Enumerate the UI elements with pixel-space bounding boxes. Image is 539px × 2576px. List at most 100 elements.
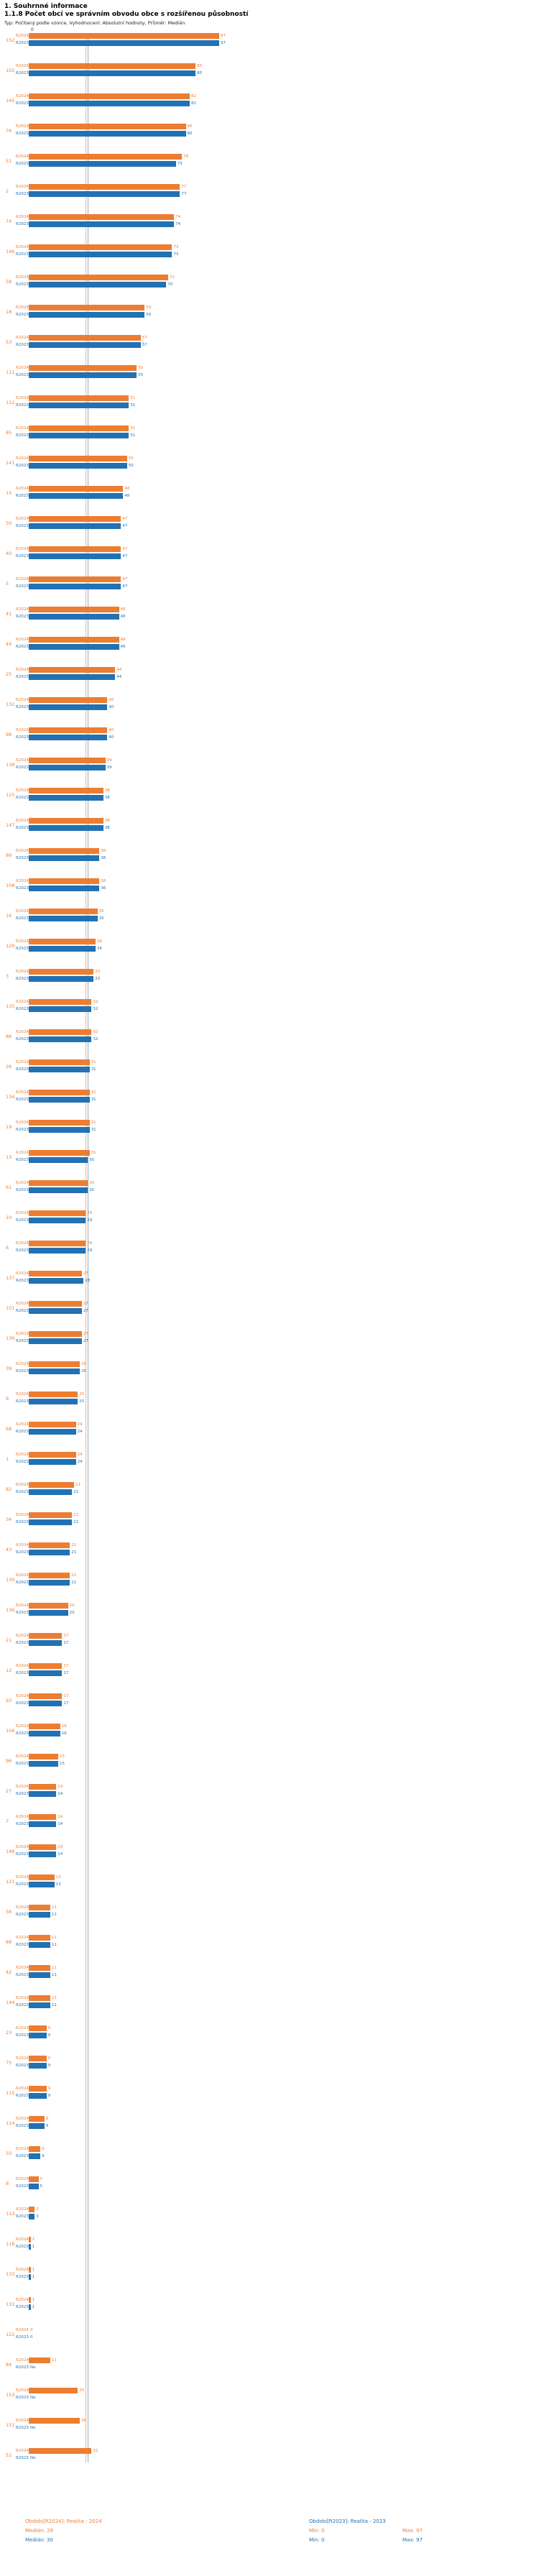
series-row-label-r2023: R2023	[16, 1036, 29, 1041]
series-row-label-r2024: R2024	[16, 2146, 29, 2151]
value-label-r2023: 22	[73, 1489, 79, 1494]
chart-group: 84 R2024 11 R2023 Ne	[0, 2358, 539, 2372]
bar-r2023	[29, 976, 94, 983]
bar-row-r2024: R2024 34	[16, 939, 102, 945]
bar-r2023	[29, 101, 190, 107]
bar-r2024	[29, 1271, 82, 1277]
value-label-r2023: 14	[57, 1791, 63, 1796]
bar-row-r2024: R2024 24	[16, 1452, 83, 1458]
value-label-r2024: 21	[71, 1542, 77, 1547]
bar-r2023	[29, 1580, 70, 1586]
series-row-label-r2024: R2024	[16, 999, 29, 1004]
chart-group: 138 R2024 39 R2023 39	[0, 758, 539, 772]
bar-row-r2023: R2023 70	[16, 282, 175, 288]
bar-r2023	[29, 372, 137, 379]
series-row-label-r2024: R2024	[16, 2358, 29, 2363]
bar-row-r2023: R2023 6	[16, 2153, 45, 2160]
bar-row-r2023: R2023 14	[16, 1791, 63, 1798]
category-label: 41	[6, 610, 12, 617]
chart-group: 135 R2024 32 R2023 32	[0, 999, 539, 1013]
series-row-label-r2023: R2023	[16, 1852, 29, 1857]
bar-row-r2024: R2024 40	[16, 697, 114, 704]
category-label: 113	[6, 2210, 15, 2217]
chart-meta-info: Typ: Počítaný podle vzorce, Vyhodnocení:…	[4, 19, 185, 26]
bar-r2024	[29, 1814, 57, 1821]
series-row-label-r2023: R2023	[16, 1761, 29, 1766]
value-label-r2023: 8	[45, 2123, 49, 2128]
bar-row-r2023: R2023 21	[16, 1550, 76, 1556]
value-label-r2023: 0	[30, 2334, 33, 2340]
value-label-r2024: 31	[91, 1150, 96, 1155]
series-row-label-r2024: R2024	[16, 1180, 29, 1185]
chart-group: 146 R2024 73 R2023 73	[0, 244, 539, 259]
bar-r2023	[29, 1942, 51, 1949]
series-row-label-r2023: R2023	[16, 2033, 29, 2038]
value-label-r2023: 50	[128, 463, 134, 468]
bar-r2023	[29, 674, 116, 681]
series-row-label-r2024: R2024	[16, 1814, 29, 1819]
series-row-label-r2023: R2023	[16, 946, 29, 951]
series-row-label-r2024: R2024	[16, 365, 29, 370]
bar-r2023	[29, 1308, 82, 1315]
bar-row-r2024: R2024 32	[16, 999, 98, 1006]
bar-r2023	[29, 70, 196, 77]
category-label: 9	[6, 1395, 9, 1402]
value-label-r2023: 17	[63, 1701, 69, 1706]
bar-row-r2023: R2023 1	[16, 2304, 34, 2311]
chart-group: 40 R2024 47 R2023 47	[0, 546, 539, 561]
bar-r2024	[29, 1935, 51, 1941]
value-label-r2023: 1	[32, 2304, 35, 2309]
chart-group: 134 R2024 31 R2023 31	[0, 1090, 539, 1104]
chart-group: 82 R2024 23 R2023 22	[0, 1482, 539, 1496]
category-label: 39	[6, 1365, 12, 1371]
series-row-label-r2024: R2024	[16, 1059, 29, 1064]
chart-group: 34 R2024 22 R2023 22	[0, 1512, 539, 1527]
series-row-label-r2024: R2024	[16, 275, 29, 280]
series-row-label-r2024: R2024	[16, 1090, 29, 1095]
bar-row-r2024: R2024 16	[16, 1724, 67, 1730]
value-label-r2024: 3	[36, 2207, 39, 2212]
chart-group: 115 R2024 9 R2023 9	[0, 2086, 539, 2100]
value-label-r2023: 36	[101, 855, 106, 860]
bar-r2024	[29, 818, 103, 824]
series-row-label-r2023: R2023	[16, 1580, 29, 1585]
bar-row-r2024: R2024 30	[16, 1180, 94, 1187]
chart-group: 2 R2024 77 R2023 77	[0, 184, 539, 198]
value-label-r2024: 26	[81, 1361, 87, 1366]
bar-r2023	[29, 1338, 82, 1345]
chart-group: 137 R2024 27 R2023 28	[0, 1271, 539, 1285]
series-row-label-r2024: R2024	[16, 1029, 29, 1034]
bar-row-r2023: R2023 Ne	[16, 2455, 98, 2462]
category-label: 130	[6, 1576, 15, 1583]
series-row-label-r2023: R2023	[16, 191, 29, 196]
value-label-r2024: 31	[91, 1090, 96, 1095]
series-row-label-r2024: R2024	[16, 184, 29, 189]
value-label-r2024: 59	[146, 305, 152, 310]
value-label-r2023: 25	[79, 1399, 85, 1404]
value-label-r2023: 70	[167, 282, 173, 287]
value-label-r2023: 80	[187, 131, 193, 136]
bar-row-r2023: R2023 39	[16, 765, 112, 771]
bar-row-r2023: R2023 47	[16, 523, 127, 530]
bar-row-r2024: R2024 15	[16, 1754, 65, 1760]
bar-row-r2023: R2023 34	[16, 946, 102, 952]
bar-row-r2023: R2023 28	[16, 1278, 90, 1284]
series-row-label-r2023: R2023	[16, 282, 29, 287]
value-label-r2023: 57	[142, 342, 147, 347]
bar-row-r2023: R2023 22	[16, 1519, 78, 1526]
bar-row-r2024: R2024 29	[16, 1210, 92, 1217]
value-label-r2023: 51	[130, 402, 136, 408]
bar-r2023	[29, 1912, 51, 1918]
value-label-r2024: 15	[59, 1754, 65, 1759]
category-label: 134	[6, 1093, 15, 1100]
bar-row-r2023: R2023 73	[16, 252, 178, 258]
bar-r2024	[29, 1542, 70, 1549]
chart-group: 93 R2024 17 R2023 17	[0, 1693, 539, 1708]
value-label-r2023: 24	[77, 1429, 83, 1434]
chart-group: 129 R2024 34 R2023 34	[0, 939, 539, 953]
series-row-label-r2024: R2024	[16, 1995, 29, 2000]
series-row-label-r2024: R2024	[16, 1422, 29, 1427]
series-row-label-r2024: R2024	[16, 1965, 29, 1970]
chart-group: 136 R2024 20 R2023 20	[0, 1603, 539, 1617]
bar-row-r2023: R2023 1	[16, 2244, 34, 2250]
